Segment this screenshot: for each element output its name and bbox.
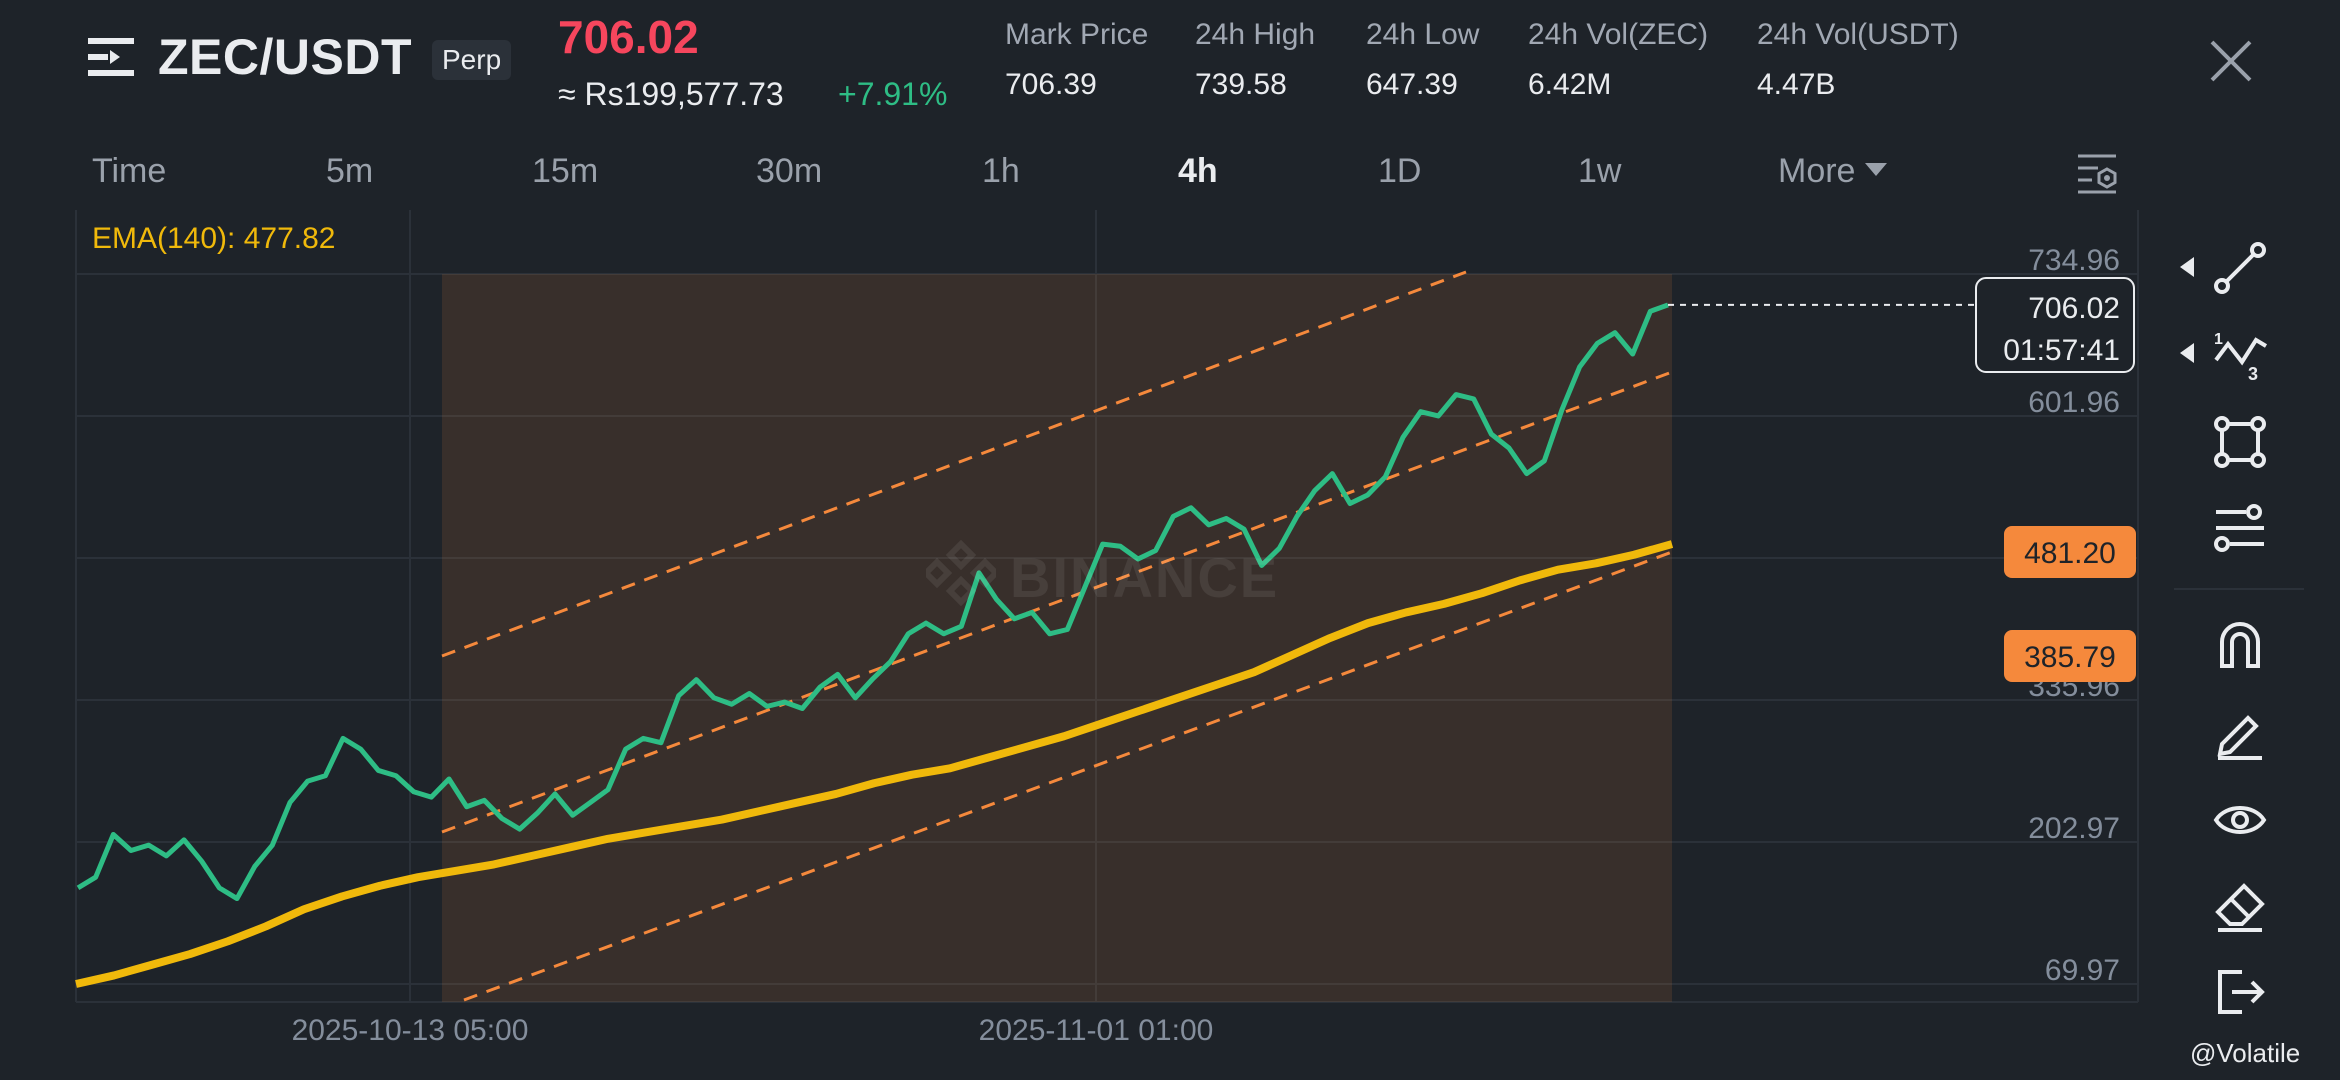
price-series-line (76, 302, 1669, 902)
magnet-icon[interactable] (2212, 616, 2268, 672)
change-percent: +7.91% (838, 76, 948, 112)
last-price-box (1975, 277, 2135, 373)
last-price-label: 706.02 (2028, 292, 2120, 325)
stat-label: 24h Vol(USDT) (1757, 18, 1959, 51)
tab-1d[interactable]: 1D (1378, 152, 1422, 190)
ema-series-line (75, 540, 1674, 988)
y-axis-tick-label: 734.96 (2028, 244, 2120, 277)
tab-4h[interactable]: 4h (1178, 152, 1218, 190)
y-axis-tick-label: 202.97 (2028, 812, 2120, 845)
tab-5m[interactable]: 5m (326, 152, 374, 190)
stat-24h-vol-quote: 24h Vol(USDT) 4.47B (1757, 18, 1959, 102)
binance-logo-icon (926, 539, 996, 607)
channel-price-label: 385.79 (2024, 641, 2116, 674)
expand-arrow-icon[interactable] (2178, 256, 2196, 278)
stat-value: 4.47B (1757, 68, 1836, 101)
stat-label: 24h High (1195, 18, 1316, 51)
exit-drawing-icon[interactable] (2212, 964, 2268, 1020)
stat-mark-price: Mark Price 706.39 (1005, 18, 1148, 102)
eraser-icon[interactable] (2212, 878, 2268, 934)
header: ZEC/USDT Perp 706.02 ≈ Rs199,577.73 +7.9… (0, 0, 2340, 140)
watermark: BINANCE (1010, 546, 1280, 609)
stat-label: 24h Low (1366, 18, 1480, 51)
tab-more-label: More (1778, 152, 1856, 190)
tab-more[interactable]: More (1778, 152, 1888, 191)
menu-collapse-icon[interactable] (86, 34, 138, 82)
stat-label: Mark Price (1005, 18, 1149, 51)
svg-text:3: 3 (2248, 364, 2258, 382)
chart-settings-icon[interactable] (2074, 150, 2120, 196)
candle-countdown-label: 01:57:41 (2003, 334, 2120, 367)
ema-indicator-label: EMA(140): 477.82 (92, 222, 336, 255)
channel-shade (442, 274, 1672, 1002)
fiat-price: ≈ Rs199,577.73 (558, 76, 784, 112)
close-icon[interactable] (2206, 36, 2256, 86)
stat-value: 739.58 (1195, 68, 1287, 101)
stat-24h-high: 24h High 739.58 (1195, 18, 1315, 102)
stat-value: 647.39 (1366, 68, 1458, 101)
channel-price-label: 481.20 (2024, 537, 2116, 570)
fibonacci-tool-icon[interactable]: 1 3 (2212, 326, 2268, 382)
eye-icon[interactable] (2212, 792, 2268, 848)
tab-30m[interactable]: 30m (756, 152, 823, 190)
contract-type-badge: Perp (432, 40, 512, 80)
channel-price-tag (2004, 630, 2136, 682)
expand-arrow-icon[interactable] (2178, 342, 2196, 364)
watermark-credit: @Volatile (2190, 1038, 2301, 1068)
x-axis-tick-label: 2025-11-01 01:00 (979, 1014, 1214, 1047)
y-axis-tick-label: 601.96 (2028, 386, 2120, 419)
tab-15m[interactable]: 15m (532, 152, 599, 190)
rectangle-tool-icon[interactable] (2212, 414, 2268, 470)
pencil-icon[interactable] (2212, 704, 2268, 760)
y-axis-tick-label: 69.97 (2045, 954, 2120, 987)
channel-middle-line (441, 370, 1673, 834)
tab-time[interactable]: Time (92, 152, 167, 190)
stat-value: 706.39 (1005, 68, 1097, 101)
stat-value: 6.42M (1528, 68, 1612, 101)
pair-symbol[interactable]: ZEC/USDT (158, 29, 412, 85)
tab-1h[interactable]: 1h (982, 152, 1020, 190)
trend-line-tool-icon[interactable] (2212, 240, 2268, 296)
x-axis-tick-label: 2025-10-13 05:00 (292, 1014, 529, 1047)
last-price: 706.02 (558, 11, 699, 63)
stat-24h-vol-base: 24h Vol(ZEC) 6.42M (1528, 18, 1708, 102)
channel-price-tag (2004, 526, 2136, 578)
stat-label: 24h Vol(ZEC) (1528, 18, 1709, 51)
tab-1w[interactable]: 1w (1578, 152, 1622, 190)
toolbar-divider (2174, 588, 2304, 590)
parallel-channel-tool-icon[interactable] (2212, 500, 2268, 556)
caret-down-icon (1865, 162, 1888, 176)
svg-text:1: 1 (2214, 331, 2223, 348)
stat-24h-low: 24h Low 647.39 (1366, 18, 1479, 102)
